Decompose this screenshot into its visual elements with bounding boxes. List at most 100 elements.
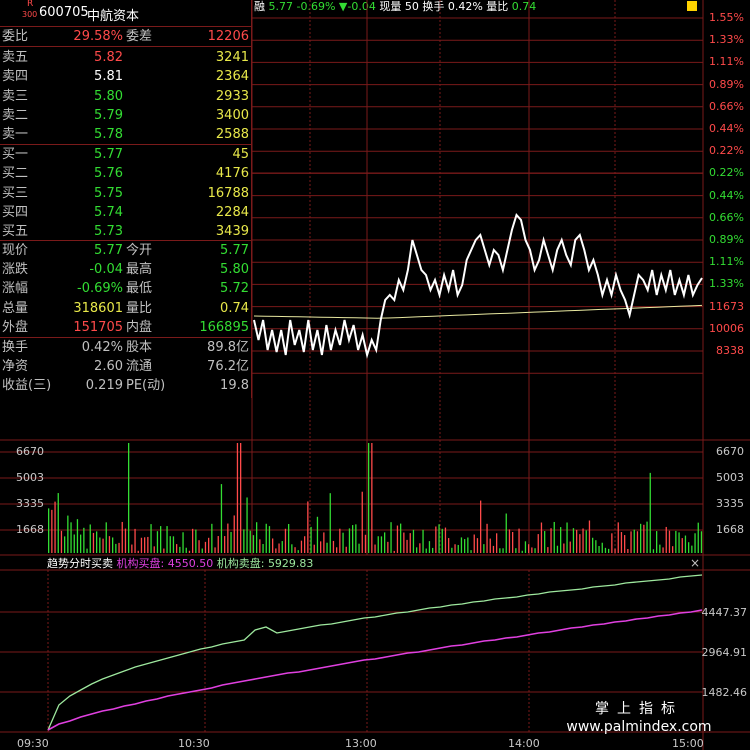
stock-code[interactable]: 600705 <box>39 5 89 20</box>
volume-bar <box>585 530 587 553</box>
price-axis-tick: 1.33% <box>709 33 744 47</box>
ask-level-row[interactable]: 卖三 5.80 2933 <box>0 87 251 106</box>
ask-level-price: 5.80 <box>94 88 123 104</box>
bid-level-label: 买四 <box>2 204 29 220</box>
volume-bar <box>243 529 245 553</box>
volume-bar <box>259 539 261 553</box>
bid-level-row[interactable]: 买三 5.75 16788 <box>0 184 251 203</box>
volume-bar <box>454 544 456 553</box>
volume-bar <box>672 546 674 553</box>
ask-level-row[interactable]: 卖一 5.78 2588 <box>0 125 251 144</box>
volume-bar <box>611 533 613 553</box>
extra-row: 收益(三) 0.219 PE(动) 19.8 <box>0 376 251 395</box>
volume-bar <box>345 546 347 553</box>
volume-bar <box>48 508 50 553</box>
volume-bar <box>96 531 98 553</box>
bid-level-row[interactable]: 买二 5.76 4176 <box>0 164 251 183</box>
extra-label: 收益(三) <box>2 378 52 394</box>
volume-bar <box>371 443 373 553</box>
volume-bar <box>201 548 203 553</box>
volume-bar <box>665 526 667 553</box>
volume-bar <box>604 547 607 553</box>
stat-row: 涨跌 -0.04 最高 5.80 <box>0 260 251 279</box>
volume-bar <box>592 537 594 553</box>
volume-axis-tick-left: 5003 <box>16 471 44 484</box>
volume-bar <box>659 544 661 553</box>
volume-bar <box>124 528 127 553</box>
volume-bar <box>169 536 171 553</box>
volume-axis-tick-right: 3335 <box>716 497 744 510</box>
alert-square-icon[interactable] <box>687 1 697 11</box>
stock-name[interactable]: 中航资本 <box>87 9 140 24</box>
ask-level-row[interactable]: 卖四 5.81 2364 <box>0 67 251 86</box>
bid-level-row[interactable]: 买一 5.77 45 <box>0 145 251 164</box>
ask-level-label: 卖一 <box>2 127 29 143</box>
stat-value-2: 166895 <box>199 319 249 335</box>
volume-bar <box>393 550 395 553</box>
ask-level-label: 卖二 <box>2 107 29 123</box>
volume-bar <box>566 522 568 553</box>
price-axis-tick: 10006 <box>709 321 744 335</box>
volume-bar <box>649 472 651 553</box>
stat-value: 5.77 <box>94 243 123 258</box>
volume-bar <box>656 531 658 553</box>
stat-label-2: 量比 <box>126 300 153 316</box>
volume-bar <box>412 529 415 553</box>
volume-bar <box>544 531 546 553</box>
price-axis-tick: 1.33% <box>709 277 744 291</box>
stat-label: 总量 <box>2 300 29 316</box>
volume-bar <box>368 443 370 553</box>
volume-bar <box>57 493 59 553</box>
ask-level-label: 卖五 <box>2 50 29 65</box>
bid-level-row[interactable]: 买五 5.73 3439 <box>0 222 251 241</box>
volume-bar <box>313 544 315 553</box>
volume-bar <box>416 547 418 553</box>
volume-bar <box>182 532 184 553</box>
ask-level-row[interactable]: 卖二 5.79 3400 <box>0 106 251 125</box>
volume-bar <box>496 533 498 553</box>
ask-level-volume: 2364 <box>215 69 249 85</box>
volume-bar <box>361 491 363 553</box>
stat-value-2: 5.80 <box>220 262 249 278</box>
stat-value: 151705 <box>73 319 123 335</box>
indicator-title[interactable]: 趋势分时买卖 机构买盘: 4550.50 机构卖盘: 5929.83 <box>47 557 313 571</box>
volume-bar <box>448 538 450 553</box>
volume-bar <box>406 539 408 553</box>
volume-bar <box>537 534 539 553</box>
volume-bar <box>499 548 501 553</box>
volume-bar <box>265 523 267 553</box>
stat-value: -0.69% <box>77 281 123 297</box>
close-icon[interactable]: × <box>690 556 701 570</box>
volume-bar <box>284 528 287 553</box>
volume-bar <box>300 540 303 553</box>
ask-level-price: 5.78 <box>94 127 123 143</box>
volume-bar <box>131 544 133 553</box>
volume-bar <box>233 515 235 553</box>
volume-bar <box>569 541 571 553</box>
volume-bar <box>668 530 671 553</box>
time-axis-tick: 10:30 <box>178 737 210 750</box>
volume-bar <box>323 532 325 553</box>
volume-bar <box>630 531 632 553</box>
volume-bar <box>528 544 530 553</box>
volume-bar <box>556 545 559 553</box>
stat-value-2: 5.72 <box>220 281 249 297</box>
volume-bar <box>230 531 232 553</box>
bid-level-row[interactable]: 买四 5.74 2284 <box>0 203 251 222</box>
bid-level-price: 5.73 <box>94 224 123 240</box>
bid-level-volume: 16788 <box>207 185 249 201</box>
bid-level-label: 买二 <box>2 166 29 182</box>
stat-label-2: 今开 <box>126 243 153 258</box>
volume-bar <box>374 544 376 553</box>
price-line <box>253 213 703 359</box>
ask-level-row[interactable]: 卖五 5.82 3241 <box>0 48 251 67</box>
watermark: 掌上指标 www.palmindex.com <box>534 700 744 736</box>
volume-bar <box>425 548 427 553</box>
volume-bar <box>275 548 277 553</box>
topbar-pct: -0.69% <box>296 0 336 13</box>
time-axis-tick: 14:00 <box>508 737 540 750</box>
ask-level-label: 卖四 <box>2 69 29 85</box>
volume-bar <box>179 546 181 553</box>
extra-label-2: 股本 <box>126 340 153 355</box>
volume-bar <box>451 547 453 553</box>
